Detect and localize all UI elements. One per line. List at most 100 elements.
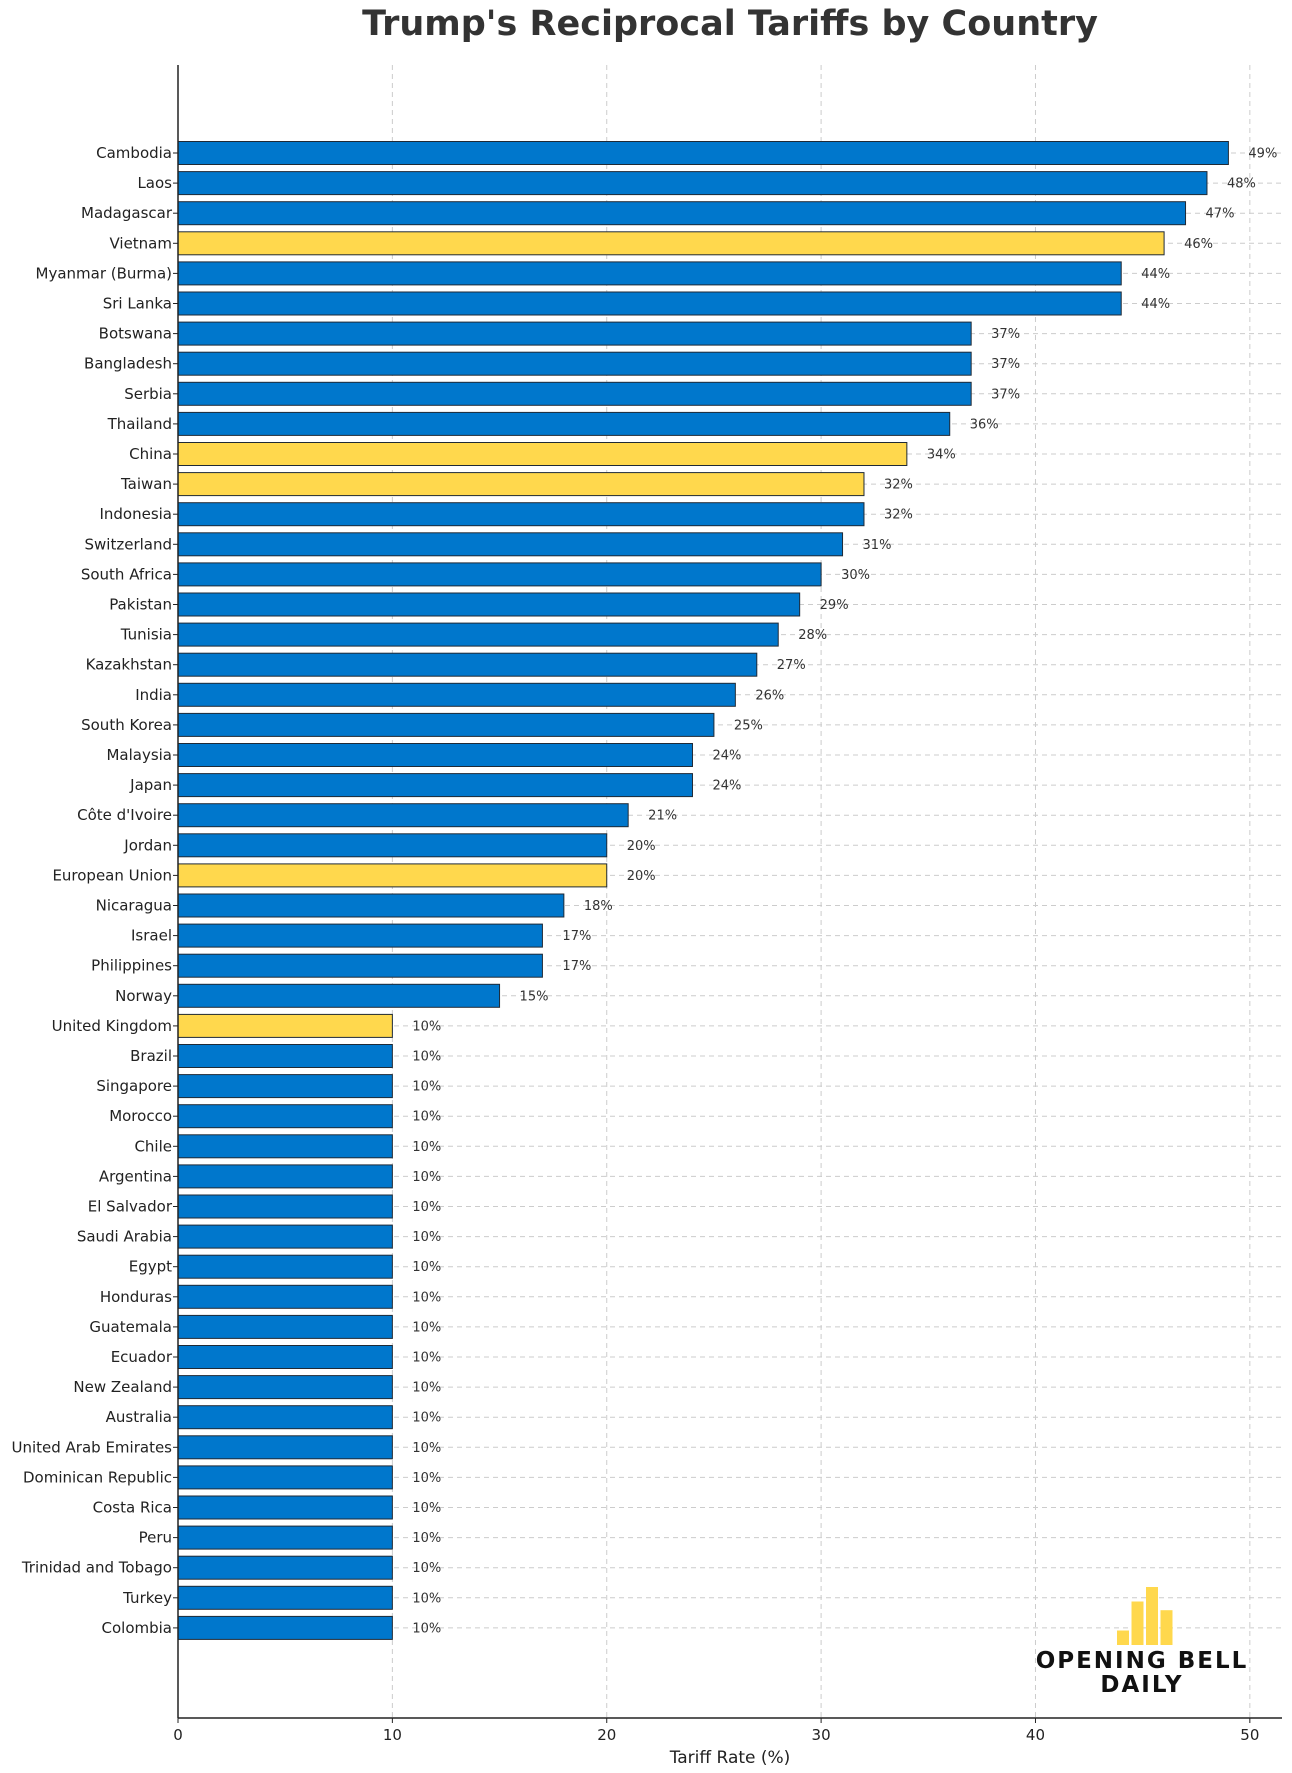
y-tick-label-guatemala: Guatemala xyxy=(89,1318,172,1336)
data-label-madagascar: 47% xyxy=(1206,207,1235,222)
y-tick-label-ecuador: Ecuador xyxy=(111,1348,173,1366)
y-tick-label-thailand: Thailand xyxy=(107,415,172,433)
y-tick-label-myanmar-burma: Myanmar (Burma) xyxy=(36,264,172,282)
data-label-new-zealand: 10% xyxy=(412,1381,441,1396)
labels-layer: Cambodia 49% Laos 48% Madagascar 47% Vietnam 46… xyxy=(11,144,1277,1637)
bar-pakistan xyxy=(177,592,801,617)
y-tick-label-c-te-d-ivoire: Côte d'Ivoire xyxy=(77,806,172,824)
y-tick-label-botswana: Botswana xyxy=(99,325,172,343)
bar-argentina xyxy=(177,1164,393,1189)
data-label-china: 34% xyxy=(927,448,956,463)
data-label-cambodia: 49% xyxy=(1248,147,1277,162)
bar-laos xyxy=(177,171,1208,196)
data-label-south-korea: 25% xyxy=(734,718,763,733)
bar-morocco xyxy=(177,1104,393,1129)
y-tick-label-philippines: Philippines xyxy=(91,957,172,975)
y-tick-label-vietnam: Vietnam xyxy=(109,234,172,252)
data-label-turkey: 10% xyxy=(412,1591,441,1606)
bar-european-union xyxy=(177,863,608,888)
data-label-morocco: 10% xyxy=(412,1110,441,1125)
y-tick-label-india: India xyxy=(135,686,172,704)
y-tick-label-argentina: Argentina xyxy=(99,1167,172,1185)
y-tick-label-taiwan: Taiwan xyxy=(120,475,172,493)
data-label-chile: 10% xyxy=(412,1140,441,1155)
y-tick-label-switzerland: Switzerland xyxy=(85,535,173,553)
y-tick-label-serbia: Serbia xyxy=(124,385,172,403)
bar-brazil xyxy=(177,1044,393,1068)
y-tick-label-singapore: Singapore xyxy=(96,1077,172,1095)
data-label-european-union: 20% xyxy=(627,869,656,884)
data-label-israel: 17% xyxy=(562,929,591,944)
data-label-botswana: 37% xyxy=(991,327,1020,342)
data-label-india: 26% xyxy=(755,688,784,703)
y-tick-label-chile: Chile xyxy=(134,1137,172,1155)
data-label-argentina: 10% xyxy=(412,1170,441,1185)
data-label-dominican-republic: 10% xyxy=(412,1471,441,1486)
data-label-guatemala: 10% xyxy=(412,1320,441,1335)
bar-cambodia xyxy=(177,141,1229,165)
data-label-norway: 15% xyxy=(520,989,549,1004)
y-tick-label-brazil: Brazil xyxy=(130,1047,172,1065)
opening-bell-daily-logo: OPENING BELL DAILY xyxy=(1036,1587,1249,1698)
y-tick-label-saudi-arabia: Saudi Arabia xyxy=(77,1228,172,1246)
y-tick-label-turkey: Turkey xyxy=(122,1589,172,1607)
y-tick-label-trinidad-and-tobago: Trinidad and Tobago xyxy=(21,1559,172,1577)
y-tick-label-norway: Norway xyxy=(115,987,172,1005)
y-tick-label-united-kingdom: United Kingdom xyxy=(52,1017,172,1035)
bar-malaysia xyxy=(177,743,693,767)
bar-chile xyxy=(177,1134,393,1159)
data-label-c-te-d-ivoire: 21% xyxy=(648,809,677,824)
bar-jordan xyxy=(177,833,608,858)
data-label-south-africa: 30% xyxy=(841,568,870,583)
bar-nicaragua xyxy=(177,893,565,918)
y-tick-label-madagascar: Madagascar xyxy=(81,204,173,222)
data-label-el-salvador: 10% xyxy=(412,1200,441,1215)
y-tick-label-jordan: Jordan xyxy=(123,836,172,854)
bar-serbia xyxy=(177,381,972,406)
y-tick-label-european-union: European Union xyxy=(52,866,172,884)
bar-tunisia xyxy=(177,622,779,647)
data-label-malaysia: 24% xyxy=(712,749,741,764)
data-label-nicaragua: 18% xyxy=(584,899,613,914)
bar-united-kingdom xyxy=(177,1013,393,1038)
data-label-jordan: 20% xyxy=(627,839,656,854)
data-label-peru: 10% xyxy=(412,1531,441,1546)
y-tick-label-japan: Japan xyxy=(129,776,172,794)
data-label-serbia: 37% xyxy=(991,387,1020,402)
data-label-saudi-arabia: 10% xyxy=(412,1230,441,1245)
x-tick-label-40: 40 xyxy=(1026,1726,1045,1744)
bar-peru xyxy=(177,1525,393,1550)
bar-ecuador xyxy=(177,1345,393,1369)
data-label-united-kingdom: 10% xyxy=(412,1019,441,1034)
y-tick-label-honduras: Honduras xyxy=(100,1288,172,1306)
x-tick-label-0: 0 xyxy=(173,1726,183,1744)
y-tick-label-south-korea: South Korea xyxy=(81,716,172,734)
data-label-vietnam: 46% xyxy=(1184,237,1213,252)
logo-bar-3 xyxy=(1146,1587,1158,1645)
bar-trinidad-and-tobago xyxy=(177,1555,393,1580)
bar-guatemala xyxy=(177,1314,393,1339)
y-tick-label-laos: Laos xyxy=(137,174,172,192)
data-label-egypt: 10% xyxy=(412,1260,441,1275)
bar-united-arab-emirates xyxy=(177,1435,393,1460)
data-label-united-arab-emirates: 10% xyxy=(412,1441,441,1456)
y-tick-label-pakistan: Pakistan xyxy=(109,596,172,614)
y-tick-label-united-arab-emirates: United Arab Emirates xyxy=(11,1438,172,1456)
y-tick-label-israel: Israel xyxy=(131,927,172,945)
y-tick-label-malaysia: Malaysia xyxy=(106,746,172,764)
data-label-thailand: 36% xyxy=(970,417,999,432)
data-label-tunisia: 28% xyxy=(798,628,827,643)
x-tick-label-30: 30 xyxy=(812,1726,831,1744)
y-tick-label-new-zealand: New Zealand xyxy=(73,1378,172,1396)
y-tick-label-tunisia: Tunisia xyxy=(120,626,172,644)
bar-israel xyxy=(177,923,543,948)
data-label-bangladesh: 37% xyxy=(991,357,1020,372)
bar-switzerland xyxy=(177,532,844,557)
logo-bar-2 xyxy=(1131,1601,1144,1645)
data-label-ecuador: 10% xyxy=(412,1351,441,1366)
data-label-brazil: 10% xyxy=(412,1050,441,1065)
bar-china xyxy=(177,442,908,466)
logo-text-line1: OPENING BELL xyxy=(1036,1648,1249,1674)
